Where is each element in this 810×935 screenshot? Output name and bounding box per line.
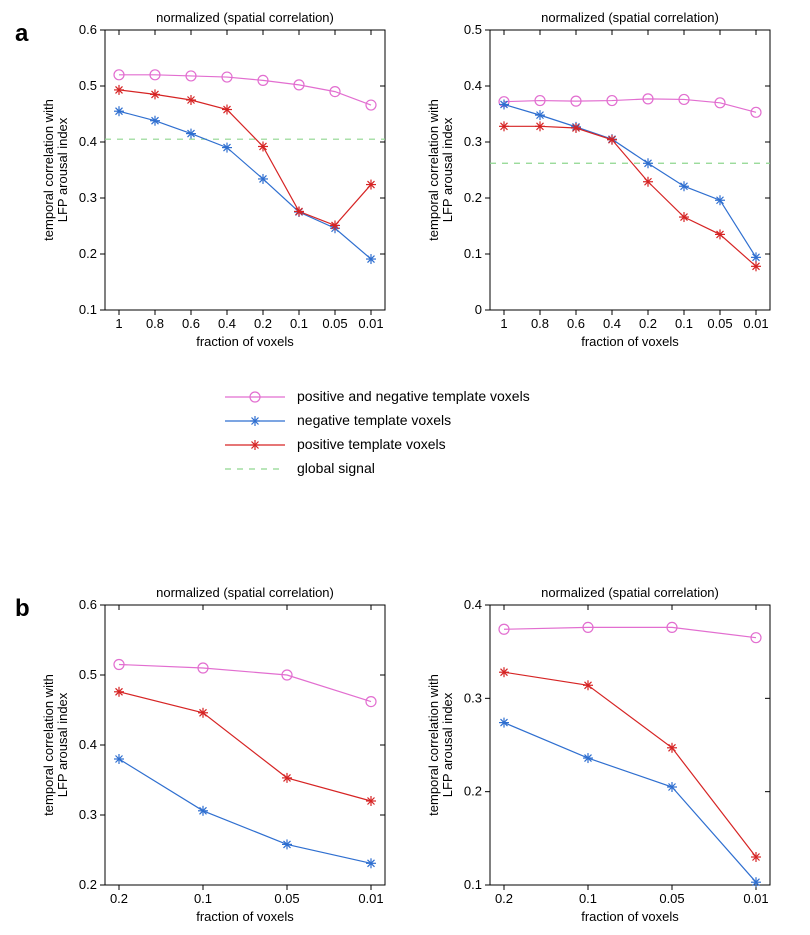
- svg-text:normalized (spatial correlatio: normalized (spatial correlation): [156, 10, 334, 25]
- svg-text:0.2: 0.2: [464, 784, 482, 799]
- panel-label-a: a: [15, 20, 28, 48]
- svg-text:0.05: 0.05: [322, 316, 347, 331]
- svg-text:0.01: 0.01: [743, 891, 768, 906]
- svg-text:0.5: 0.5: [79, 667, 97, 682]
- svg-text:0.1: 0.1: [675, 316, 693, 331]
- svg-text:0.6: 0.6: [182, 316, 200, 331]
- svg-text:0.6: 0.6: [567, 316, 585, 331]
- svg-text:positive template voxels: positive template voxels: [297, 436, 446, 452]
- svg-text:fraction of voxels: fraction of voxels: [581, 334, 679, 349]
- svg-text:1: 1: [115, 316, 122, 331]
- svg-text:0.2: 0.2: [110, 891, 128, 906]
- svg-text:0: 0: [475, 302, 482, 317]
- svg-text:positive and negative template: positive and negative template voxels: [297, 388, 530, 404]
- svg-text:negative template voxels: negative template voxels: [297, 412, 451, 428]
- svg-text:0.4: 0.4: [218, 316, 236, 331]
- svg-text:0.2: 0.2: [79, 877, 97, 892]
- svg-text:fraction of voxels: fraction of voxels: [581, 909, 679, 924]
- svg-text:0.2: 0.2: [639, 316, 657, 331]
- panel-label-b: b: [15, 595, 30, 623]
- svg-text:0.5: 0.5: [79, 78, 97, 93]
- svg-text:temporal correlation withLFP a: temporal correlation withLFP arousal ind…: [41, 99, 70, 241]
- svg-text:temporal correlation withLFP a: temporal correlation withLFP arousal ind…: [426, 99, 455, 241]
- chart-b-right: 0.1 0.2 0.3 0.4 0.2 0.1 0.05 0.01 normalized (sp…: [420, 580, 790, 930]
- chart-b-left: 0.2 0.3 0.4 0.5 0.6 0.2 0.1 0.05 0.01 normalized …: [35, 580, 405, 930]
- svg-text:0.4: 0.4: [464, 78, 482, 93]
- svg-text:normalized (spatial correlatio: normalized (spatial correlation): [541, 10, 719, 25]
- svg-text:0.1: 0.1: [79, 302, 97, 317]
- svg-text:0.05: 0.05: [707, 316, 732, 331]
- svg-text:0.01: 0.01: [358, 891, 383, 906]
- svg-text:0.1: 0.1: [464, 877, 482, 892]
- svg-text:temporal correlation withLFP a: temporal correlation withLFP arousal ind…: [426, 674, 455, 816]
- legend: positive and negative template voxels neg…: [225, 385, 645, 491]
- svg-text:0.4: 0.4: [79, 737, 97, 752]
- svg-text:0.3: 0.3: [79, 807, 97, 822]
- svg-text:0.01: 0.01: [358, 316, 383, 331]
- svg-text:fraction of voxels: fraction of voxels: [196, 334, 294, 349]
- svg-text:0.4: 0.4: [79, 134, 97, 149]
- chart-a-left: 0.1 0.2 0.3 0.4 0.5 0.6 1 0.8 0.6 0.4 0.2 0.1 0.05 0.…: [35, 5, 405, 355]
- figure-container: a b 0.10.20.30.40.50.610.80.60.40.20.10.…: [0, 0, 810, 935]
- svg-text:0.2: 0.2: [495, 891, 513, 906]
- svg-text:normalized (spatial correlatio: normalized (spatial correlation): [156, 585, 334, 600]
- svg-text:0.6: 0.6: [79, 22, 97, 37]
- svg-text:fraction of voxels: fraction of voxels: [196, 909, 294, 924]
- svg-text:0.05: 0.05: [274, 891, 299, 906]
- svg-text:0.5: 0.5: [464, 22, 482, 37]
- svg-text:global signal: global signal: [297, 460, 375, 476]
- svg-text:0.2: 0.2: [79, 246, 97, 261]
- svg-text:0.1: 0.1: [579, 891, 597, 906]
- svg-text:0.2: 0.2: [464, 190, 482, 205]
- svg-text:0.6: 0.6: [79, 597, 97, 612]
- svg-text:temporal correlation withLFP a: temporal correlation withLFP arousal ind…: [41, 674, 70, 816]
- svg-text:0.3: 0.3: [464, 690, 482, 705]
- svg-text:0.8: 0.8: [146, 316, 164, 331]
- svg-text:1: 1: [500, 316, 507, 331]
- chart-a-right: 0 0.1 0.2 0.3 0.4 0.5 1 0.8 0.6 0.4 0.2 0.1 0.05 0.01…: [420, 5, 790, 355]
- svg-text:0.8: 0.8: [531, 316, 549, 331]
- svg-text:0.4: 0.4: [603, 316, 621, 331]
- svg-text:0.1: 0.1: [290, 316, 308, 331]
- svg-text:0.4: 0.4: [464, 597, 482, 612]
- svg-text:0.1: 0.1: [464, 246, 482, 261]
- svg-text:0.05: 0.05: [659, 891, 684, 906]
- svg-text:0.3: 0.3: [79, 190, 97, 205]
- svg-text:0.1: 0.1: [194, 891, 212, 906]
- svg-text:0.2: 0.2: [254, 316, 272, 331]
- svg-text:0.3: 0.3: [464, 134, 482, 149]
- svg-text:0.01: 0.01: [743, 316, 768, 331]
- svg-text:normalized (spatial correlatio: normalized (spatial correlation): [541, 585, 719, 600]
